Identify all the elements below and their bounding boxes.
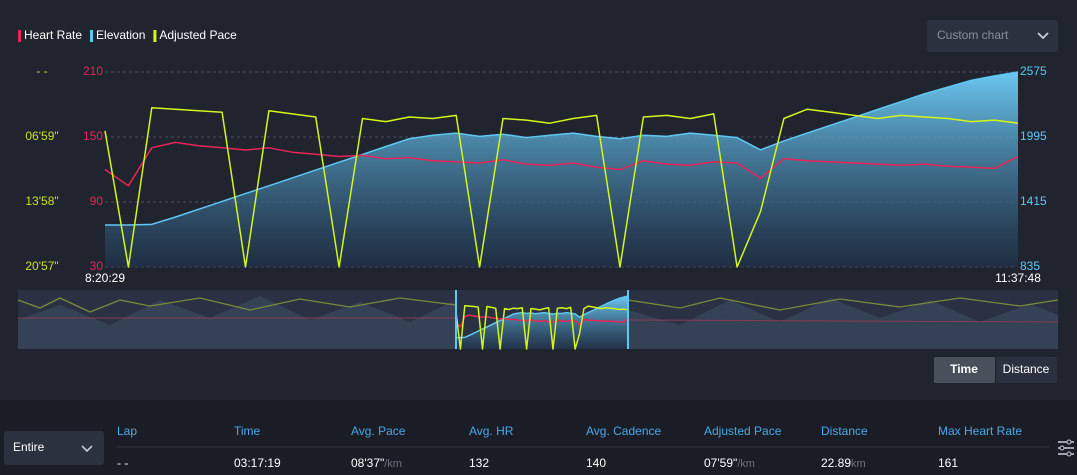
dropdown-label[interactable]: Custom chart — [937, 28, 1009, 42]
hr-tick-label: 210 — [83, 64, 103, 78]
chevron — [81, 445, 93, 453]
legend-label: Elevation — [96, 28, 145, 42]
legend-swatch — [153, 30, 157, 42]
hr-line-mini — [455, 314, 629, 328]
select-box[interactable] — [4, 431, 104, 465]
elevation-tick-label: 2575 — [1020, 64, 1047, 78]
table-header: Distance — [821, 424, 868, 438]
cell-unit: km — [851, 458, 866, 470]
settings-icon[interactable] — [1058, 439, 1074, 457]
cell-value: 161 — [938, 456, 958, 470]
table-header: Time — [234, 424, 261, 438]
cell-value: 08'37" — [351, 456, 384, 470]
overview-pace — [17, 297, 1059, 313]
legend-label: Adjusted Pace — [159, 28, 237, 42]
hr-line — [104, 141, 1019, 187]
dropdown-box[interactable] — [927, 20, 1058, 52]
table-cell: 161 — [938, 456, 958, 470]
x-tick-label: 8:20:29 — [85, 271, 125, 285]
toggle-time[interactable] — [934, 357, 995, 383]
table-cell: 03:17:19 — [234, 456, 281, 470]
elevation-tick-label: 1995 — [1020, 129, 1047, 143]
elevation-tick-label: 1415 — [1020, 194, 1047, 208]
cell-value: 07'59" — [704, 456, 737, 470]
overview[interactable] — [17, 290, 1059, 350]
icon-knob — [1059, 445, 1065, 451]
pace-tick-label: 06'59" — [25, 129, 58, 143]
toggle-label[interactable]: Distance — [1003, 362, 1050, 376]
pace-tick-label: 13'58" — [25, 194, 58, 208]
table-cell: 132 — [469, 456, 489, 470]
pace-tick-label: 20'57" — [25, 259, 58, 273]
x-tick-label: 11:37:48 — [995, 271, 1041, 285]
toggle-distance[interactable] — [996, 357, 1057, 383]
legend-swatch — [90, 30, 94, 42]
hr-tick-label: 90 — [90, 194, 104, 208]
pace-line-mini — [455, 304, 629, 350]
plot: 30 90 150 210 835 1415 1995 2575 - - 06'59" 13'58"… — [25, 64, 1047, 285]
cell-value: 132 — [469, 456, 489, 470]
elevation-area — [105, 72, 1018, 267]
legend-swatch — [18, 30, 21, 42]
table-cell: 08'37"/km — [351, 456, 402, 470]
pace-tick-label: - - — [36, 64, 47, 78]
elevation-tick-label: 835 — [1020, 259, 1040, 273]
custom-chart-dropdown[interactable]: Custom chart — [927, 20, 1058, 52]
cell-value: 22.89 — [821, 456, 851, 470]
cell-value: - - — [117, 456, 128, 470]
range-select[interactable]: Entire — [4, 431, 104, 465]
table-panel — [0, 400, 1077, 475]
overview-window[interactable] — [455, 290, 629, 350]
table-cell: 07'59"/km — [704, 456, 755, 470]
toggle-label[interactable]: Time — [950, 362, 978, 376]
table-cell: 22.89km — [821, 456, 866, 470]
table-header: Avg. HR — [469, 424, 514, 438]
cell-unit: /km — [384, 458, 402, 470]
chevron — [1037, 32, 1049, 40]
toggle[interactable]: Time Distance — [934, 357, 1057, 383]
select-label[interactable]: Entire — [13, 440, 45, 454]
table-header: Avg. Pace — [351, 424, 406, 438]
icon-knob — [1066, 439, 1072, 445]
hr-tick-label: 30 — [90, 259, 104, 273]
table-header: Avg. Cadence — [586, 424, 661, 438]
cell-unit: /km — [737, 458, 755, 470]
hr-tick-label: 150 — [83, 129, 103, 143]
table-cell: - - — [117, 456, 128, 470]
overview-hr — [18, 317, 1059, 323]
icon-knob — [1066, 451, 1072, 457]
table-cell: 140 — [586, 456, 606, 470]
legend: Heart Rate Elevation Adjusted Pace — [18, 28, 237, 42]
cell-value: 140 — [586, 456, 606, 470]
table-header: Lap — [117, 424, 137, 438]
table-header: Max Heart Rate — [938, 424, 1022, 438]
legend-label: Heart Rate — [24, 28, 82, 42]
pace-line — [104, 106, 1019, 268]
table: Lap Time Avg. Pace Avg. HR Avg. Cadence Adjus… — [117, 424, 1022, 470]
table-header: Adjusted Pace — [704, 424, 782, 438]
overview-terrain — [18, 296, 1058, 349]
cell-value: 03:17:19 — [234, 456, 281, 470]
